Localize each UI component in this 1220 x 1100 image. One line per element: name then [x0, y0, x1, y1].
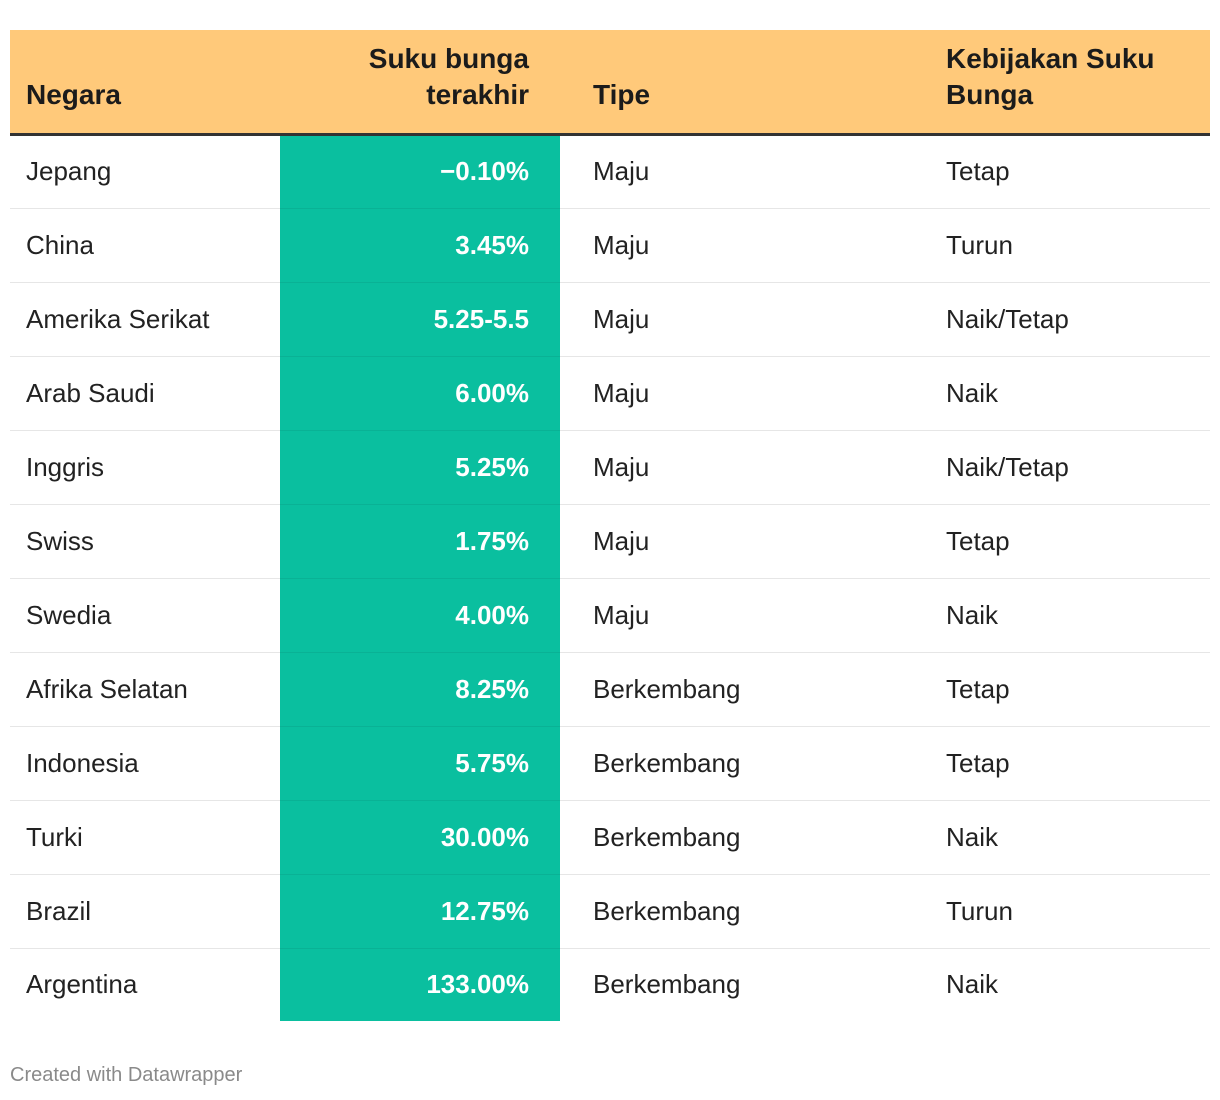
- cell-negara: Afrika Selatan: [10, 652, 280, 727]
- cell-suku-bunga: 6.00%: [280, 356, 560, 431]
- cell-suku-bunga: 12.75%: [280, 874, 560, 949]
- cell-tipe: Berkembang: [593, 969, 741, 1000]
- cell-negara: Brazil: [10, 874, 280, 949]
- datawrapper-credit: Created with Datawrapper: [10, 1064, 243, 1086]
- cell-tipe: Maju: [560, 282, 913, 357]
- cell-tipe: Maju: [560, 134, 913, 209]
- cell-tipe: Maju: [560, 578, 913, 653]
- cell-suku-bunga: 133.00%: [280, 948, 560, 1021]
- table-row: Arab Saudi 6.00% Maju Naik: [10, 356, 1210, 431]
- cell-kebijakan: Turun: [913, 874, 1210, 949]
- cell-suku-bunga: 4.00%: [280, 578, 560, 653]
- cell-kebijakan: Naik: [913, 578, 1210, 653]
- cell-kebijakan: Naik/Tetap: [913, 282, 1210, 357]
- cell-kebijakan: Turun: [913, 208, 1210, 283]
- table-row: Brazil 12.75% Berkembang Turun: [10, 874, 1210, 949]
- table-row: Indonesia 5.75% Berkembang Tetap: [10, 726, 1210, 801]
- table-row: Afrika Selatan 8.25% Berkembang Tetap: [10, 652, 1210, 727]
- cell-negara: Arab Saudi: [10, 356, 280, 431]
- cell-negara: Swiss: [10, 504, 280, 579]
- cell-negara: Jepang: [10, 134, 280, 209]
- table-row: China 3.45% Maju Turun: [10, 208, 1210, 283]
- cell-tipe: Maju: [560, 208, 913, 283]
- column-header-tipe: Tipe: [560, 30, 913, 136]
- cell-negara: Swedia: [10, 578, 280, 653]
- table-body: Jepang −0.10% Maju Tetap China 3.45% Maju Turun…: [10, 134, 1210, 1021]
- table-row: Turki 30.00% Berkembang Naik: [10, 800, 1210, 875]
- cell-kebijakan: Tetap: [913, 726, 1210, 801]
- table-row: Amerika Serikat 5.25-5.5 Maju Naik/Tetap: [10, 282, 1210, 357]
- cell-suku-bunga: −0.10%: [280, 134, 560, 209]
- cell-negara: China: [10, 208, 280, 283]
- column-header-kebijakan: Kebijakan Suku Bunga: [913, 30, 1210, 136]
- cell-kebijakan: Naik: [913, 356, 1210, 431]
- table-header-row: Negara Suku bunga terakhir Tipe Kebijaka…: [10, 30, 1210, 136]
- cell-tipe: Maju: [560, 356, 913, 431]
- interest-rate-table: Negara Suku bunga terakhir Tipe Kebijaka…: [10, 30, 1210, 1021]
- column-header-suku-bunga-label: Suku bunga terakhir: [368, 42, 529, 110]
- cell-negara: Amerika Serikat: [10, 282, 280, 357]
- cell-kebijakan: Naik: [913, 800, 1210, 875]
- cell-negara: Argentina: [26, 969, 138, 1000]
- cell-kebijakan: Naik/Tetap: [913, 430, 1210, 505]
- table-row: Inggris 5.25% Maju Naik/Tetap: [10, 430, 1210, 505]
- cell-tipe: Maju: [560, 504, 913, 579]
- cell-kebijakan: Tetap: [913, 652, 1210, 727]
- cell-suku-bunga: 1.75%: [280, 504, 560, 579]
- cell-suku-bunga: 30.00%: [280, 800, 560, 875]
- cell-kebijakan: Naik: [946, 969, 999, 1000]
- column-header-kebijakan-label: Kebijakan Suku Bunga: [946, 42, 1155, 110]
- cell-suku-bunga: 5.25%: [280, 430, 560, 505]
- table-row: Swedia 4.00% Maju Naik: [10, 578, 1210, 653]
- table-row: Argentina 133.00% Berkembang Naik: [10, 948, 1210, 1021]
- cell-tipe: Berkembang: [560, 874, 913, 949]
- cell-tipe: Maju: [560, 430, 913, 505]
- interest-rate-table-container: Negara Suku bunga terakhir Tipe Kebijaka…: [10, 30, 1210, 1021]
- cell-kebijakan: Tetap: [913, 504, 1210, 579]
- cell-kebijakan: Tetap: [913, 134, 1210, 209]
- column-header-suku-bunga: Suku bunga terakhir: [280, 30, 560, 136]
- cell-suku-bunga: 5.25-5.5: [280, 282, 560, 357]
- column-header-negara: Negara: [10, 30, 280, 136]
- cell-tipe: Berkembang: [560, 652, 913, 727]
- cell-tipe: Berkembang: [560, 800, 913, 875]
- table-row: Jepang −0.10% Maju Tetap: [10, 134, 1210, 209]
- cell-negara: Inggris: [10, 430, 280, 505]
- cell-negara: Turki: [10, 800, 280, 875]
- table-row: Swiss 1.75% Maju Tetap: [10, 504, 1210, 579]
- cell-suku-bunga: 3.45%: [280, 208, 560, 283]
- cell-suku-bunga: 8.25%: [280, 652, 560, 727]
- cell-suku-bunga: 5.75%: [280, 726, 560, 801]
- cell-negara: Indonesia: [10, 726, 280, 801]
- cell-tipe: Berkembang: [560, 726, 913, 801]
